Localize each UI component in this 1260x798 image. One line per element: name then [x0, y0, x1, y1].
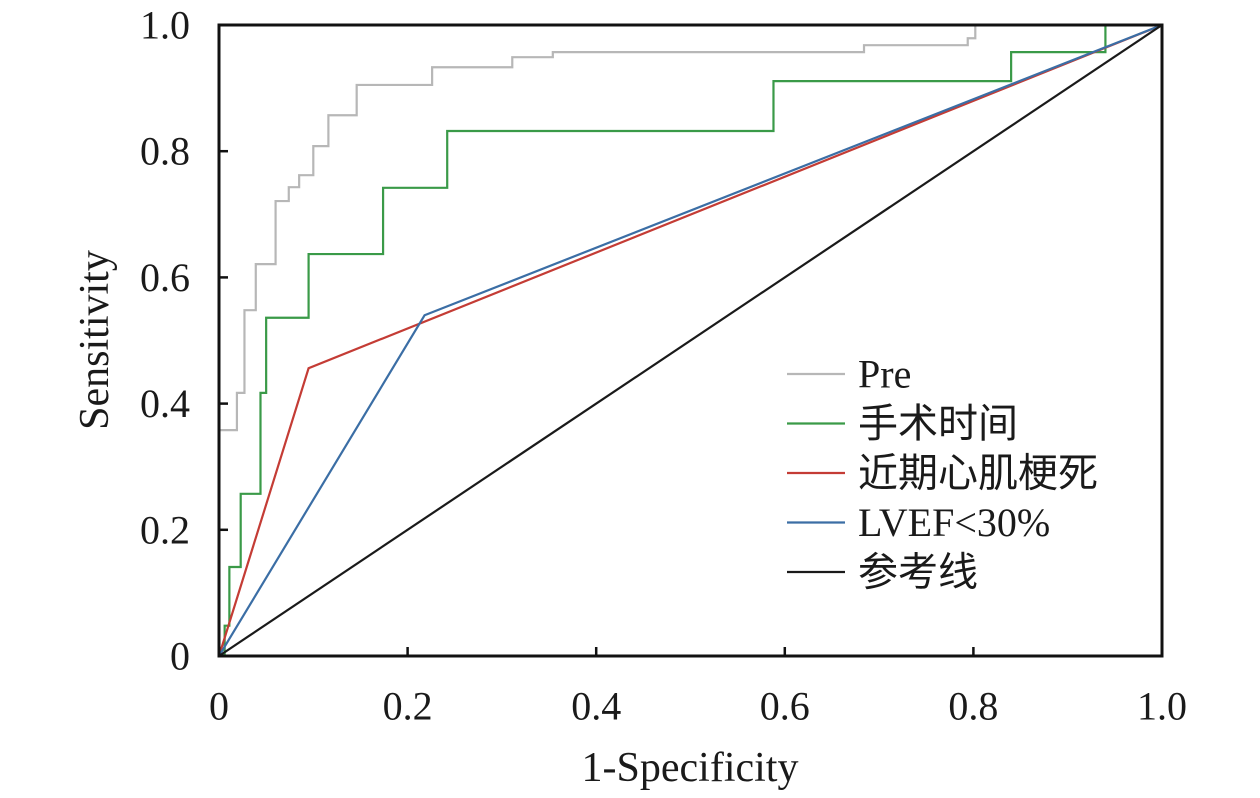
- roc-curve-recent-mi: [217, 23, 1163, 657]
- y-axis-title: Sensitivity: [72, 250, 118, 430]
- y-tick-label: 1.0: [140, 3, 190, 48]
- y-tick-label: 0.8: [140, 129, 190, 174]
- y-tick-label: 0: [170, 634, 190, 679]
- roc-curve-lvef: [218, 23, 1163, 657]
- x-tick-label: 1.0: [1137, 684, 1187, 729]
- legend-item: 参考线: [787, 550, 978, 595]
- legend-label: 参考线: [858, 550, 978, 595]
- legend-item: 手术时间: [787, 401, 1018, 446]
- legend-item: LVEF<30%: [787, 500, 1050, 545]
- roc-curve-pre: [217, 23, 1162, 656]
- reference-line: [218, 24, 1163, 657]
- roc-curve-operation-time: [219, 23, 1162, 658]
- y-tick-label: 0.6: [140, 255, 190, 300]
- x-tick-label: 0.2: [383, 684, 433, 729]
- x-tick-label: 0: [209, 684, 229, 729]
- y-tick-label: 0.4: [140, 381, 190, 426]
- y-tick-label: 0.2: [140, 507, 190, 552]
- legend-label: 近期心肌梗死: [858, 451, 1098, 496]
- legend-label: Pre: [858, 352, 911, 397]
- legend-label: LVEF<30%: [858, 500, 1050, 545]
- legend-item: Pre: [787, 352, 911, 397]
- legend-item: 近期心肌梗死: [787, 451, 1098, 496]
- x-tick-label: 0.8: [948, 684, 998, 729]
- plot-frame: [217, 23, 1164, 658]
- plot-frame-layer: [217, 23, 1164, 658]
- legend-label: 手术时间: [858, 401, 1018, 446]
- x-axis-title: 1-Specificity: [582, 745, 799, 791]
- x-tick-label: 0.6: [760, 684, 810, 729]
- x-tick-label: 0.4: [571, 684, 621, 729]
- axis-ticks: 0 0.2 0.4 0.6 0.8 1.0 0 0.2 0.4 0.6 0.8 1.0: [140, 3, 1187, 729]
- series-layer: [217, 23, 1163, 658]
